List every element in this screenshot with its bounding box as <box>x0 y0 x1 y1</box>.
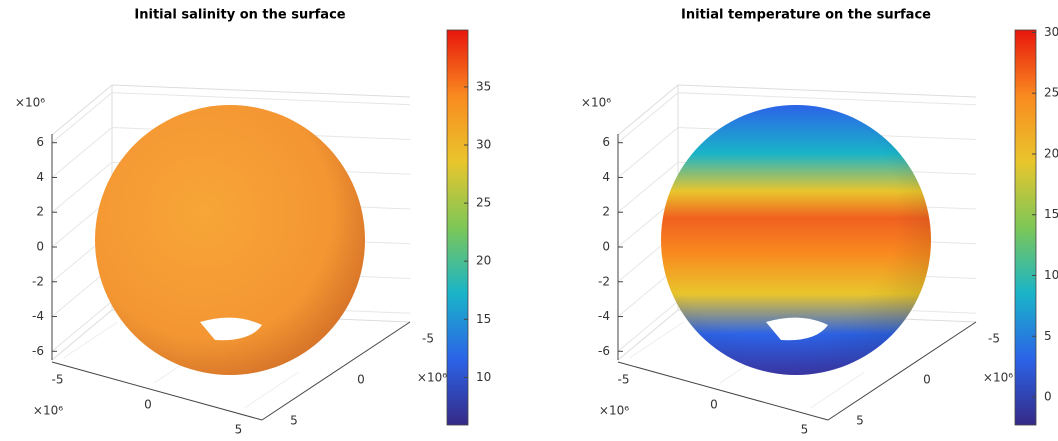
colorbar-tick-label: 10 <box>476 370 491 384</box>
landmass <box>200 317 262 341</box>
z-tick-label: 6 <box>602 135 610 149</box>
y-axis <box>261 321 411 421</box>
colorbar <box>446 29 469 426</box>
panel: Initial temperature on the surface -6 -4 -2… <box>581 8 1058 437</box>
exponent-label: ×10⁶ <box>417 371 447 385</box>
y-axis <box>827 321 977 421</box>
colorbar-tick-label: 15 <box>1044 207 1058 221</box>
z-tick-label: 6 <box>36 135 44 149</box>
z-tick-label: -6 <box>598 344 610 358</box>
exponent-label: ×10⁶ <box>581 96 611 110</box>
z-tick-label: 0 <box>602 240 610 254</box>
x-tick-label: 5 <box>801 423 809 437</box>
panel: Initial salinity on the surface -6 -4 -2 0 2 4… <box>15 8 491 437</box>
z-tick-label: 2 <box>36 205 44 219</box>
x-tick-label: -5 <box>52 373 64 387</box>
y-tick-label: 5 <box>856 414 864 428</box>
y-tick-label: 5 <box>290 414 298 428</box>
y-tick-label: 0 <box>357 373 365 387</box>
grid-line <box>63 321 118 359</box>
colorbar <box>1014 29 1037 426</box>
landmass <box>766 317 828 341</box>
exponent-label: ×10⁶ <box>599 404 629 418</box>
colorbar-tick-label: 20 <box>476 254 491 268</box>
colorbar-tick-label: 30 <box>476 138 491 152</box>
y-tick-label: -5 <box>422 332 434 346</box>
colorbar-tick-label: 20 <box>1044 146 1058 160</box>
z-tick-label: -2 <box>32 274 44 288</box>
grid-line <box>244 371 299 409</box>
z-tick-label: -6 <box>32 344 44 358</box>
x-tick-label: 5 <box>235 423 243 437</box>
colorbar-tick-label: 25 <box>1044 86 1058 100</box>
x-axis <box>51 361 263 421</box>
grid-line <box>629 321 684 359</box>
colorbar-tick-label: 25 <box>476 196 491 210</box>
grid-line <box>51 92 411 144</box>
exponent-label: ×10⁶ <box>983 371 1013 385</box>
colorbar-tick-label: 15 <box>476 312 491 326</box>
colorbar-tick-label: 30 <box>1044 25 1058 39</box>
grid-line <box>810 371 865 409</box>
globe-shade <box>661 105 931 375</box>
x-tick-label: 0 <box>144 398 152 412</box>
z-tick-label: 4 <box>36 170 44 184</box>
z-tick-label: 2 <box>602 205 610 219</box>
z-tick-label: -4 <box>32 309 44 323</box>
colorbar-tick-label: 0 <box>1044 390 1052 404</box>
y-tick-label: -5 <box>988 332 1000 346</box>
z-tick-label: -2 <box>598 274 610 288</box>
z-tick-label: 4 <box>602 170 610 184</box>
z-tick-label: 0 <box>36 240 44 254</box>
x-tick-label: 0 <box>710 398 718 412</box>
exponent-label: ×10⁶ <box>33 404 63 418</box>
colorbar-tick-label: 35 <box>476 79 491 93</box>
z-tick-label: -4 <box>598 309 610 323</box>
grid-line <box>617 92 977 144</box>
x-axis <box>617 361 829 421</box>
exponent-label: ×10⁶ <box>15 96 45 110</box>
x-tick-label: -5 <box>618 373 630 387</box>
colorbar-tick-label: 5 <box>1044 329 1052 343</box>
globe-shade <box>95 105 365 375</box>
y-tick-label: 0 <box>923 373 931 387</box>
colorbar-tick-label: 10 <box>1044 268 1058 282</box>
chart-title: Initial salinity on the surface <box>134 8 345 23</box>
chart-title: Initial temperature on the surface <box>681 8 931 23</box>
